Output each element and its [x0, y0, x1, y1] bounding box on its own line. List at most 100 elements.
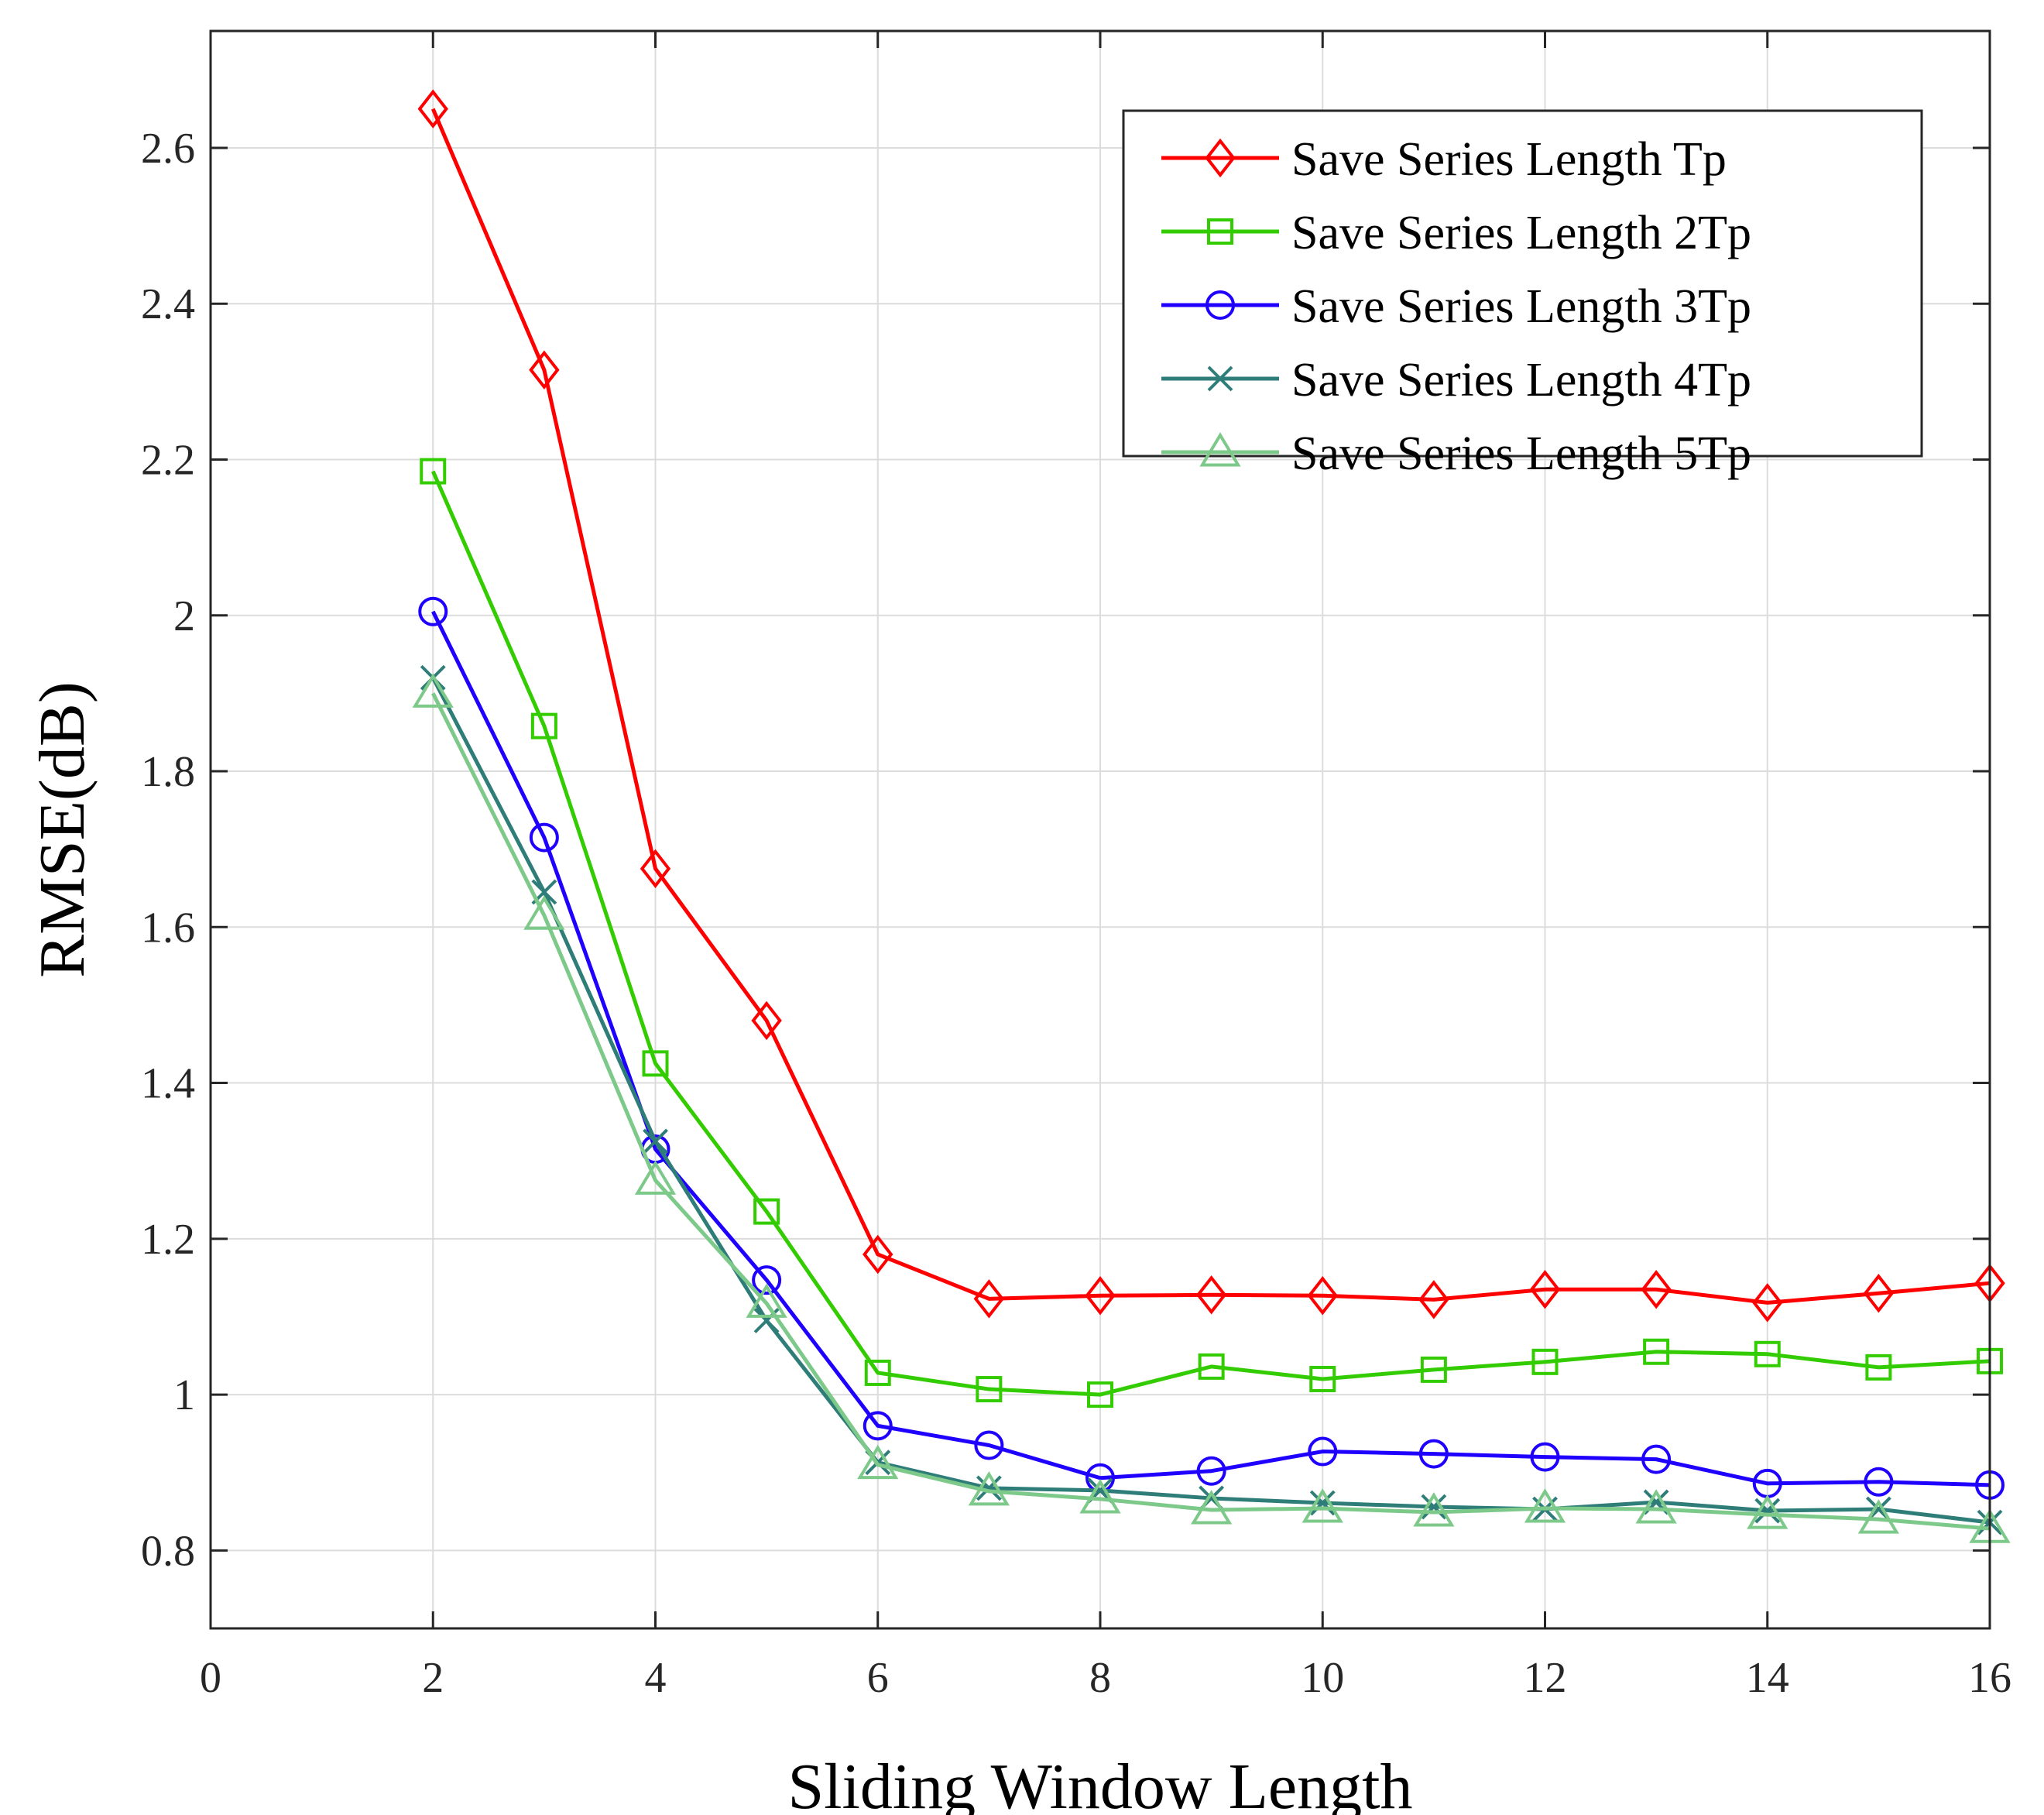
data-point-square: [753, 1198, 780, 1225]
data-point-diamond: [1863, 1274, 1895, 1313]
data-point-x: [1421, 1494, 1447, 1520]
series-3: [418, 596, 2005, 1500]
grid-lines: [211, 31, 1990, 1628]
legend-item: Save Series Length 2Tp: [1161, 207, 1751, 259]
series-line: [430, 470, 1991, 1397]
legend-item: Save Series Length 3Tp: [1161, 280, 1751, 333]
x-tick-label: 4: [645, 1654, 667, 1702]
legend-label: Save Series Length Tp: [1291, 133, 1727, 186]
data-point-triangle: [746, 1283, 787, 1318]
data-point-diamond: [529, 350, 560, 390]
data-point-circle: [1308, 1436, 1338, 1467]
data-point-triangle: [1524, 1488, 1566, 1523]
series-lines: [412, 89, 2011, 1543]
series-5: [412, 673, 2011, 1543]
data-point-triangle: [1079, 1479, 1121, 1514]
data-point-diamond: [1195, 1275, 1227, 1315]
legend-marker-x: [1207, 365, 1233, 392]
data-point-circle: [418, 596, 448, 626]
data-point-circle: [752, 1265, 782, 1295]
data-point-circle: [1196, 1456, 1226, 1486]
x-tick-label: 6: [867, 1654, 889, 1702]
data-point-square: [420, 458, 447, 485]
legend-item: Save Series Length Tp: [1161, 133, 1727, 186]
y-tick-label: 1.8: [141, 748, 195, 796]
y-tick-label: 1: [173, 1371, 195, 1419]
x-tick-label: 0: [200, 1654, 221, 1702]
data-point-x: [643, 1128, 668, 1155]
data-point-triangle: [1635, 1489, 1677, 1524]
legend-marker-diamond: [1205, 138, 1236, 178]
data-point-triangle: [857, 1444, 899, 1480]
legend-item: Save Series Length 5Tp: [1161, 427, 1751, 480]
data-point-triangle: [412, 673, 454, 708]
data-point-circle: [1864, 1467, 1894, 1497]
data-point-diamond: [640, 849, 671, 889]
x-tick-label: 10: [1301, 1654, 1344, 1702]
series-2: [420, 458, 2003, 1408]
data-point-circle: [1418, 1439, 1449, 1469]
y-tick-label: 1.2: [141, 1216, 195, 1264]
data-point-diamond: [1641, 1269, 1672, 1309]
series-line: [431, 692, 1991, 1531]
series-1: [417, 89, 2005, 1323]
y-axis-title: RMSE(dB): [26, 681, 98, 978]
x-tick-label: 2: [422, 1654, 444, 1702]
x-tick-label: 12: [1524, 1654, 1567, 1702]
data-point-triangle: [1302, 1488, 1343, 1523]
data-point-square: [1754, 1340, 1781, 1367]
data-point-x: [976, 1475, 1002, 1501]
legend-label: Save Series Length 2Tp: [1291, 207, 1751, 259]
data-point-diamond: [751, 1000, 782, 1041]
data-point-square: [1309, 1365, 1336, 1392]
legend-item: Save Series Length 4Tp: [1161, 354, 1751, 407]
y-tick-label: 2.2: [141, 436, 195, 484]
legend-label: Save Series Length 4Tp: [1291, 354, 1751, 407]
legend-marker-circle: [1205, 290, 1235, 320]
data-point-square: [1643, 1338, 1670, 1365]
legend-marker-triangle: [1199, 432, 1241, 467]
x-tick-label: 16: [1968, 1654, 2011, 1702]
data-point-triangle: [968, 1470, 1010, 1506]
legend-box: [1122, 109, 1923, 458]
x-tick-label: 14: [1746, 1654, 1789, 1702]
y-tick-label: 0.8: [141, 1527, 195, 1575]
series-line: [430, 108, 1991, 1305]
legend-marker-square: [1207, 218, 1233, 245]
data-point-diamond: [863, 1234, 893, 1275]
axis-ticks: 0 2 4 6 8 10 12 14 16 0.8 1 1.2 1.4 1.6 1.8 2 2.2 2.4 2.6: [141, 31, 2011, 1702]
series-line: [431, 610, 1991, 1487]
data-point-square: [1420, 1356, 1447, 1383]
data-point-diamond: [417, 89, 448, 129]
data-point-square: [1198, 1353, 1225, 1380]
data-point-triangle: [1413, 1492, 1455, 1527]
legend-label: Save Series Length 5Tp: [1291, 427, 1751, 480]
data-point-triangle: [634, 1160, 677, 1195]
data-point-x: [1754, 1498, 1781, 1524]
data-point-square: [976, 1376, 1003, 1403]
legend-label: Save Series Length 3Tp: [1291, 280, 1751, 333]
data-point-triangle: [1857, 1499, 1900, 1534]
data-point-circle: [863, 1411, 893, 1441]
data-point-square: [1531, 1348, 1559, 1375]
data-point-circle: [1530, 1442, 1560, 1472]
data-point-square: [530, 712, 557, 739]
data-point-diamond: [973, 1279, 1005, 1319]
data-point-square: [864, 1359, 891, 1386]
data-point-circle: [529, 822, 559, 853]
legend: Save Series Length Tp Save Series Length …: [1122, 109, 1923, 480]
data-point-triangle: [523, 895, 565, 930]
y-tick-label: 2.4: [141, 280, 195, 328]
y-tick-label: 2: [173, 592, 195, 640]
data-point-square: [1087, 1381, 1113, 1408]
y-tick-label: 1.6: [141, 904, 195, 952]
data-point-x: [1309, 1490, 1336, 1516]
y-tick-label: 1.4: [141, 1060, 195, 1108]
data-point-diamond: [1085, 1276, 1116, 1316]
data-point-diamond: [1307, 1276, 1338, 1316]
data-point-square: [1865, 1354, 1892, 1381]
data-point-diamond: [1418, 1280, 1449, 1319]
data-point-circle: [1641, 1444, 1672, 1474]
data-point-square: [642, 1050, 669, 1077]
